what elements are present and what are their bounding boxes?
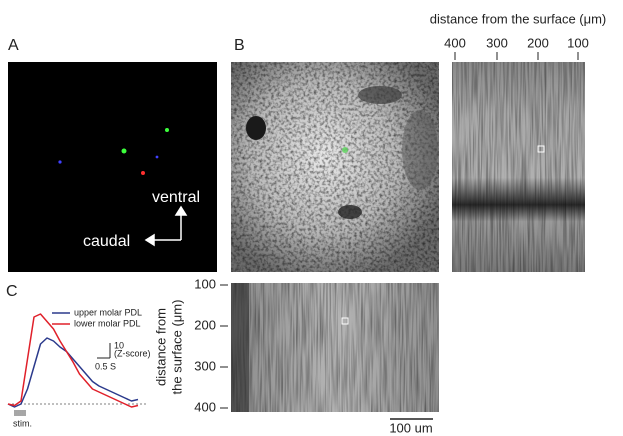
top-ticks	[454, 52, 579, 60]
image-feature	[358, 86, 402, 104]
image-feature	[246, 116, 266, 140]
fluorescence-image	[8, 62, 217, 272]
axis-title: distance from the surface (μm)	[430, 11, 607, 26]
scale-bar-label: 10	[114, 340, 124, 350]
tick-label: 200	[527, 35, 549, 50]
scale-bar-label: 0.5 S	[95, 361, 116, 371]
stim-label: stim.	[13, 418, 32, 428]
tick-label: 400	[444, 35, 466, 50]
left-ticks	[220, 284, 228, 409]
tick-label: 300	[486, 35, 508, 50]
image-feature	[231, 283, 249, 412]
tick-label: 100	[567, 35, 589, 50]
roi-box	[537, 145, 545, 153]
spot	[141, 171, 145, 175]
stim-ticks	[14, 410, 26, 416]
series-line	[7, 337, 139, 408]
panel-label: C	[6, 283, 18, 300]
panel-label: A	[8, 37, 19, 54]
series-line	[7, 313, 139, 408]
tick-label: 400	[194, 399, 216, 414]
tick-label: 200	[194, 317, 216, 332]
spot	[342, 147, 348, 153]
scale-bar-label: (Z-score)	[114, 348, 151, 358]
image-feature	[338, 205, 362, 219]
roi-box	[341, 317, 349, 325]
legend-label: lower molar PDL	[74, 318, 141, 328]
spot	[121, 148, 127, 154]
axis-title: distance from	[153, 308, 168, 386]
tick-label: 100	[194, 276, 216, 291]
spot	[165, 128, 169, 132]
image-texture	[231, 283, 439, 412]
orientation-label: ventral	[152, 189, 200, 206]
spot	[155, 155, 159, 159]
panel-label: B	[234, 37, 245, 54]
image-texture	[452, 62, 585, 272]
tick-label: 300	[194, 358, 216, 373]
image-feature	[402, 110, 438, 190]
legend-label: upper molar PDL	[74, 307, 142, 317]
spot	[58, 160, 62, 164]
orientation-arrows	[144, 205, 188, 247]
axis-title: the surface (μm)	[169, 300, 184, 395]
orientation-label: caudal	[83, 233, 130, 250]
scale-bar-label: 100 um	[389, 420, 432, 435]
